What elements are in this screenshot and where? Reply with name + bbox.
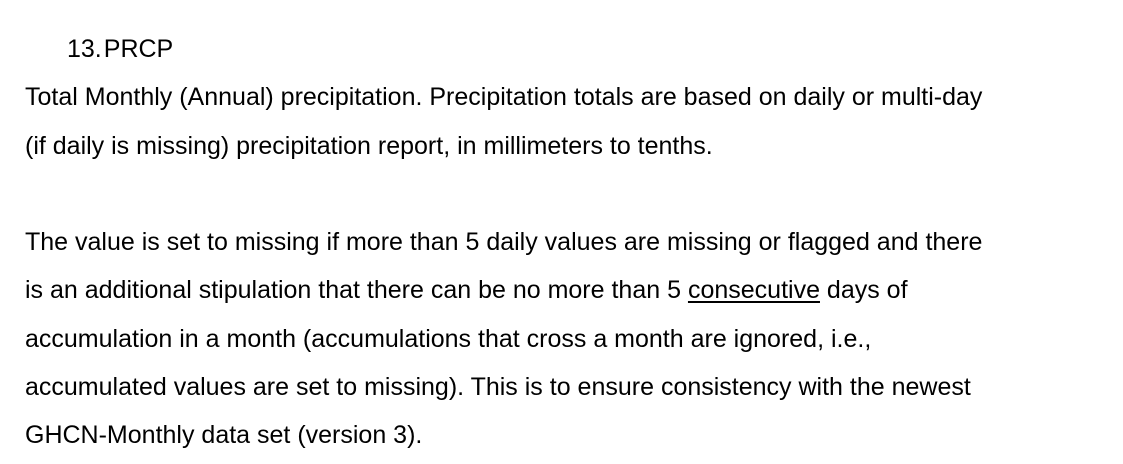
text-segment: days of <box>819 276 908 305</box>
section-title: PRCP <box>103 35 174 63</box>
section-number: 13. <box>67 35 102 63</box>
text-line: Total Monthly (Annual) precipitation. Pr… <box>25 83 983 112</box>
text-line: accumulation in a month (accumulations t… <box>25 324 872 353</box>
text-line: GHCN-Monthly data set (version 3). <box>25 421 423 450</box>
section-heading: 13.PRCP <box>25 25 1115 73</box>
text-line: is an additional stipulation that there … <box>25 266 1115 314</box>
document-body: 13.PRCP Total Monthly (Annual) precipita… <box>25 0 1115 460</box>
text-segment: is an additional stipulation that there … <box>25 276 688 305</box>
underlined-word: consecutive <box>687 276 820 305</box>
text-line: accumulated values are set to missing). … <box>25 373 971 402</box>
text-line: (if daily is missing) precipitation repo… <box>25 131 713 160</box>
paragraph-definition: Total Monthly (Annual) precipitation. Pr… <box>25 73 1115 170</box>
paragraph-spacer <box>25 170 1115 218</box>
text-line: The value is set to missing if more than… <box>25 228 983 257</box>
paragraph-missing-rule: The value is set to missing if more than… <box>25 218 1115 459</box>
